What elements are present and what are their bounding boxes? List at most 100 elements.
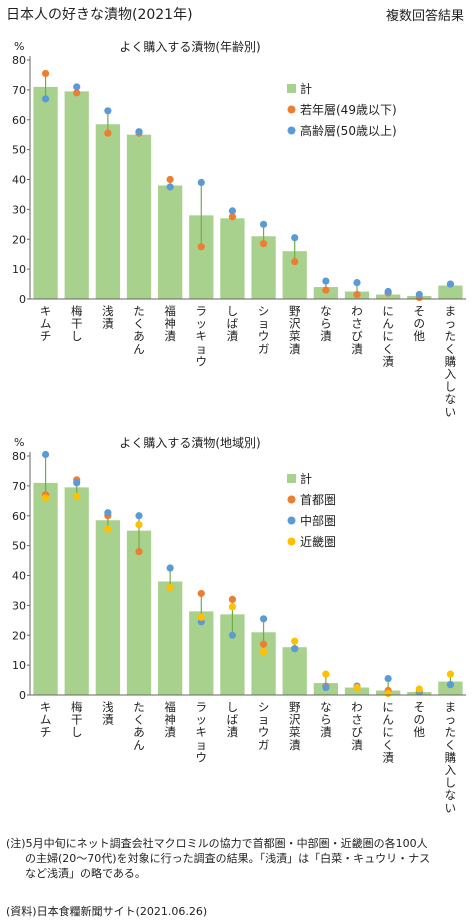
footnote: (注)5月中旬にネット調査会社マクロミルの協力で首都圏・中部圏・近畿圏の各100… (6, 836, 468, 881)
y-tick-label: 0 (19, 689, 26, 702)
data-point (291, 234, 299, 242)
data-point (104, 107, 112, 115)
x-tick-label: にんにく漬 (382, 700, 394, 764)
data-point (135, 512, 143, 520)
data-point (384, 689, 392, 698)
data-point (135, 128, 143, 136)
data-point (259, 648, 268, 656)
y-axis-unit: % (14, 40, 24, 53)
bar (344, 687, 370, 695)
x-tick-label: 野沢菜漬 (289, 304, 301, 356)
data-point (197, 243, 205, 251)
y-tick-label: 40 (12, 570, 26, 583)
chart-title: よく購入する漬物(地域別) (119, 435, 260, 450)
bar (157, 185, 183, 299)
age-chart: よく購入する漬物(年齢別)% 0 10 20 30 40 50 60 70 80 キムチ 梅干し 浅漬た… (12, 39, 466, 419)
data-point (259, 640, 268, 648)
x-tick-label: わさび漬 (351, 304, 363, 356)
data-point (322, 670, 330, 678)
data-point (73, 89, 81, 97)
data-point (259, 615, 268, 623)
data-point (73, 83, 81, 91)
bar (438, 681, 463, 695)
x-tick-label: キムチ (40, 700, 52, 739)
data-point (197, 589, 205, 598)
data-point (322, 683, 330, 692)
data-point (228, 207, 237, 215)
data-point (166, 175, 174, 184)
x-tick-label: ラッキョウ (196, 304, 208, 368)
bar (220, 218, 245, 299)
y-tick-label: 30 (12, 599, 26, 612)
x-tick-label: その他 (414, 304, 426, 343)
x-tick-label: なら漬 (320, 700, 332, 739)
x-tick-label: ラッキョウ (196, 700, 208, 764)
data-point (415, 290, 423, 299)
data-point (322, 286, 330, 294)
footnote-line: (注)5月中旬にネット調査会社マクロミルの協力で首都圏・中部圏・近畿圏の各100… (6, 837, 428, 850)
legend-swatch (287, 126, 296, 135)
data-point (446, 670, 455, 678)
y-tick-label: 10 (12, 263, 26, 276)
x-tick-label: しば漬 (227, 700, 239, 739)
data-point (73, 479, 81, 487)
x-tick-label: わさび漬 (351, 700, 363, 752)
data-point (41, 450, 50, 459)
data-point (135, 548, 143, 556)
bar (438, 285, 463, 299)
data-point (166, 183, 174, 191)
page-title: 日本人の好きな漬物(2021年) (6, 7, 193, 23)
bar (95, 520, 121, 695)
data-point (228, 631, 237, 639)
y-tick-label: 50 (12, 540, 26, 553)
y-tick-label: 20 (12, 629, 26, 642)
data-point (228, 213, 237, 221)
bar (64, 91, 89, 300)
data-point (228, 603, 237, 611)
legend-swatch (287, 516, 296, 525)
footnote-line: の主婦(20〜70代)を対象に行った調査の結果。「浅漬」は「白菜・キュウリ・ナス (25, 852, 431, 865)
y-tick-label: 60 (12, 510, 26, 523)
bar (282, 647, 307, 695)
legend-label: 計 (300, 81, 312, 96)
y-tick-label: 70 (12, 84, 26, 97)
data-point (384, 287, 392, 296)
y-tick-label: 50 (12, 144, 26, 157)
y-tick-label: 80 (12, 450, 26, 463)
data-point (197, 613, 205, 621)
legend-label: 高齢層(50歳以上) (300, 123, 397, 138)
data-point (166, 564, 174, 572)
y-tick-label: 80 (12, 54, 26, 67)
legend-label: 若年層(49歳以下) (300, 103, 397, 117)
data-point (41, 494, 50, 502)
bar (157, 581, 183, 695)
page-note: 複数回答結果 (385, 9, 464, 24)
y-tick-label: 40 (12, 174, 26, 187)
legend-label: 首都圏 (300, 493, 336, 507)
x-tick-label: 福神漬 (164, 700, 176, 739)
data-point (41, 69, 50, 78)
data-point (353, 278, 361, 287)
data-point (446, 280, 455, 288)
data-point (104, 509, 112, 517)
data-point (259, 220, 268, 228)
legend-swatch (287, 84, 296, 93)
y-tick-label: 70 (12, 480, 26, 493)
x-tick-label: 浅漬 (102, 700, 114, 727)
data-point (446, 680, 455, 689)
legend-swatch (287, 495, 296, 504)
data-point (166, 583, 174, 592)
data-point (104, 129, 112, 137)
x-tick-label: 梅干し (71, 304, 83, 343)
chart-title: よく購入する漬物(年齢別) (119, 39, 260, 54)
y-tick-label: 10 (12, 659, 26, 672)
y-tick-label: 30 (12, 203, 26, 216)
bar (126, 134, 152, 299)
data-point (73, 492, 81, 500)
x-tick-label: その他 (414, 700, 426, 739)
x-tick-label: にんにく漬 (382, 304, 394, 368)
data-point (353, 683, 361, 692)
data-point (228, 595, 237, 603)
y-axis-unit: % (14, 436, 24, 449)
y-tick-label: 0 (19, 293, 26, 306)
